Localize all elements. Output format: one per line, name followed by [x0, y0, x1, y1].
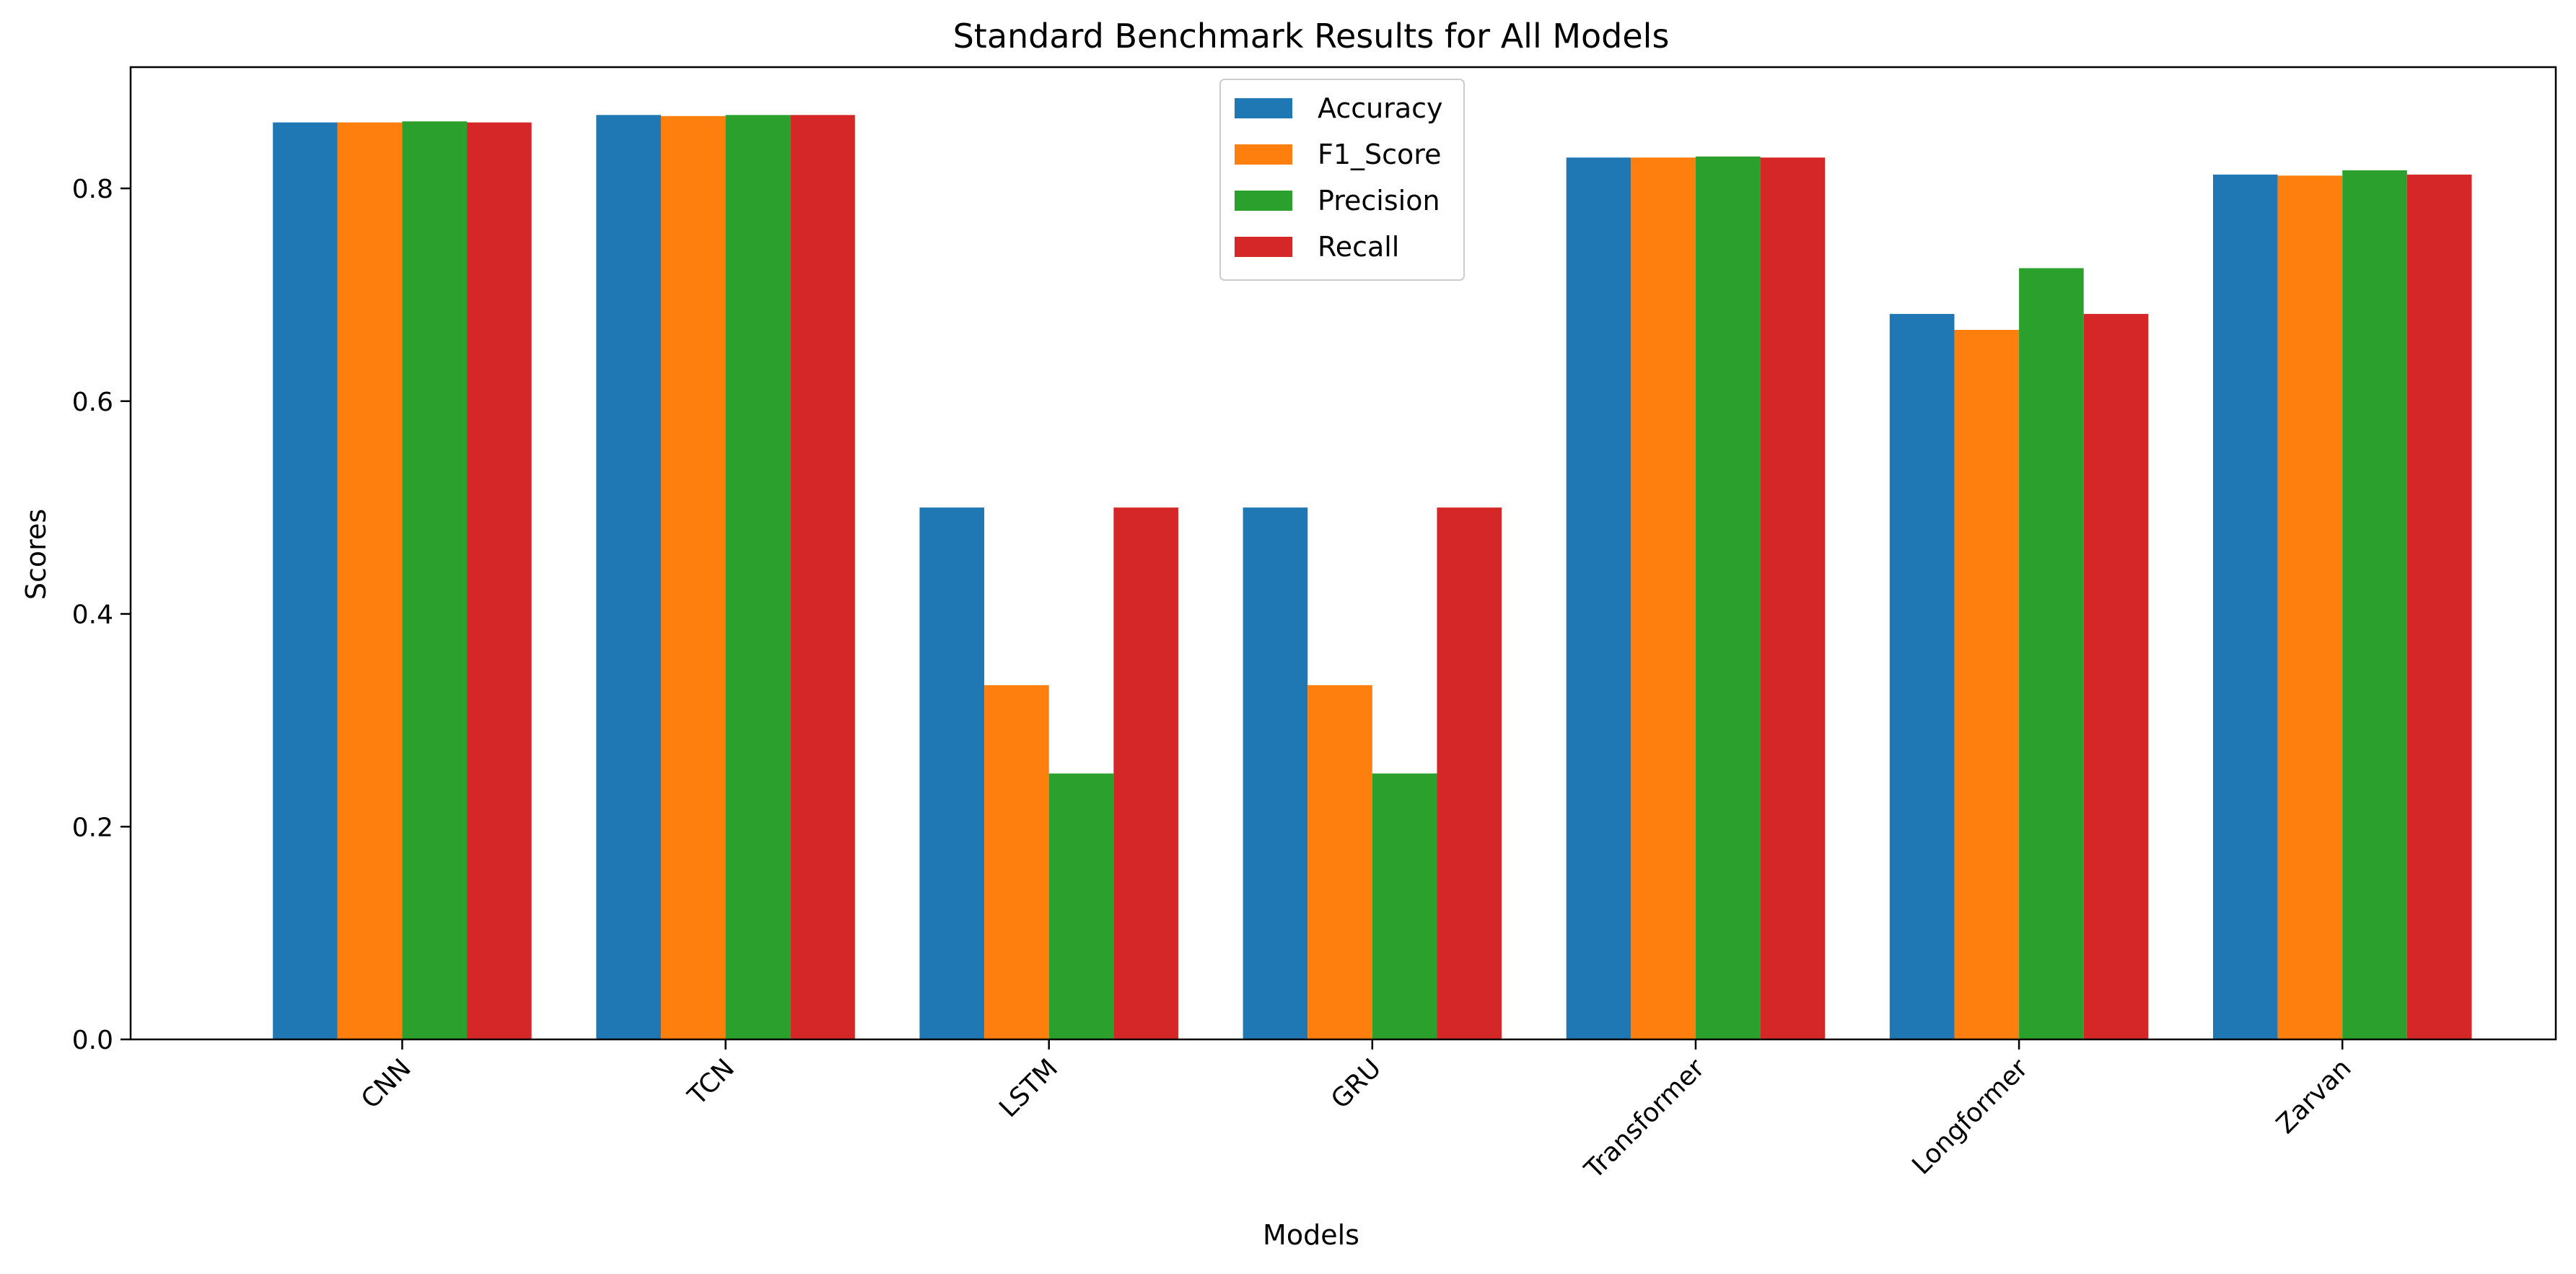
bar-precision-gru [1372, 773, 1437, 1039]
bar-recall-gru [1437, 507, 1502, 1039]
bar-recall-lstm [1113, 507, 1178, 1039]
bar-accuracy-zarvan [2212, 174, 2278, 1040]
bar-accuracy-lstm [919, 507, 985, 1039]
bar-accuracy-cnn [273, 122, 338, 1040]
legend: Accuracy F1_Score Precision Recall [1219, 79, 1465, 281]
bar-precision-zarvan [2342, 170, 2407, 1039]
plot-frame [129, 66, 2557, 1041]
chart-title: Standard Benchmark Results for All Model… [953, 17, 1670, 56]
legend-swatch-recall [1235, 237, 1292, 257]
bar-recall-cnn [467, 122, 532, 1040]
bar-recall-longformer [2083, 313, 2149, 1039]
bar-precision-tcn [725, 115, 791, 1040]
legend-box [1219, 79, 1465, 281]
legend-label-precision: Precision [1318, 185, 1440, 217]
x-tick-label-gru: GRU [1326, 1053, 1387, 1114]
legend-swatch-f1-score [1235, 144, 1292, 165]
y-axis-label: Scores [20, 509, 52, 600]
x-tick-label-cnn: CNN [356, 1053, 417, 1114]
bar-f1-score-gru [1307, 685, 1372, 1039]
x-tick-label-longformer: Longformer [1906, 1053, 2033, 1180]
y-tick-label: 0.8 [72, 175, 113, 204]
bar-recall-transformer [1760, 157, 1826, 1039]
bar-recall-zarvan [2406, 174, 2472, 1040]
bar-f1-score-longformer [1954, 330, 2020, 1039]
x-tick-label-tcn: TCN [682, 1053, 740, 1112]
bars-group [273, 115, 2472, 1040]
y-axis: 0.0 0.2 0.4 0.6 0.8 [72, 175, 131, 1055]
legend-label-recall: Recall [1318, 231, 1399, 263]
bar-f1-score-transformer [1631, 157, 1696, 1039]
bar-accuracy-transformer [1566, 157, 1631, 1039]
bar-precision-longformer [2019, 268, 2084, 1039]
bar-recall-tcn [790, 115, 855, 1040]
legend-label-accuracy: Accuracy [1318, 92, 1443, 124]
bar-accuracy-longformer [1889, 313, 1955, 1039]
x-tick-label-zarvan: Zarvan [2271, 1053, 2357, 1139]
bar-precision-lstm [1048, 773, 1114, 1039]
y-tick-label: 0.6 [72, 388, 113, 417]
bar-f1-score-lstm [984, 685, 1049, 1039]
legend-label-f1-score: F1_Score [1318, 139, 1441, 170]
bar-accuracy-gru [1243, 507, 1308, 1039]
legend-swatch-precision [1235, 191, 1292, 211]
bar-f1-score-zarvan [2277, 175, 2343, 1040]
y-tick-label: 0.4 [72, 601, 113, 630]
bar-precision-cnn [402, 121, 468, 1039]
x-tick-label-transformer: Transformer [1579, 1053, 1711, 1185]
y-tick-label: 0.0 [72, 1026, 113, 1055]
x-axis-label: Models [1263, 1219, 1359, 1251]
bar-f1-score-tcn [660, 115, 726, 1040]
bar-f1-score-cnn [337, 122, 403, 1040]
legend-swatch-accuracy [1235, 98, 1292, 118]
x-tick-label-lstm: LSTM [994, 1053, 1064, 1123]
x-axis: CNN TCN LSTM GRU Transformer Longformer Zarvan [356, 1039, 2357, 1185]
bar-accuracy-tcn [596, 115, 661, 1040]
y-tick-label: 0.2 [72, 813, 113, 842]
bar-precision-transformer [1695, 156, 1761, 1039]
